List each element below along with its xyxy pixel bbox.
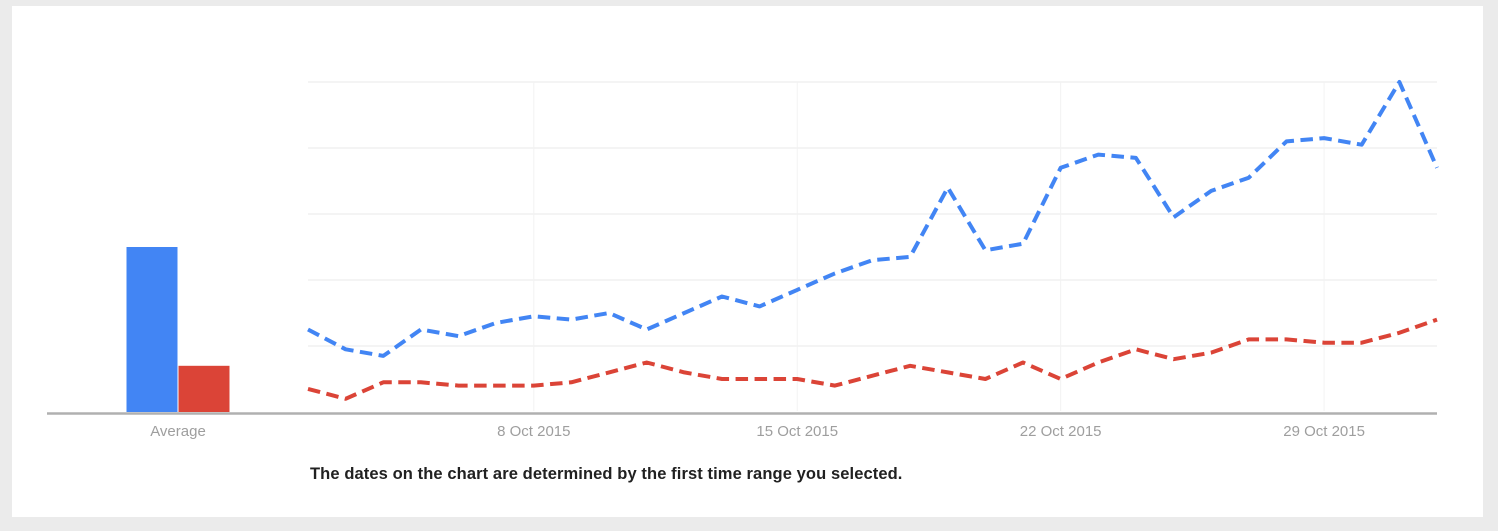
series-red-line (307, 317, 1438, 401)
series-blue-average-bar (126, 247, 178, 412)
series-blue-line (307, 80, 1439, 358)
chart-footnote: The dates on the chart are determined by… (310, 465, 903, 483)
trends-chart-card: Average 8 Oct 2015 15 Oct 2015 22 Oct 2015… (12, 6, 1483, 517)
trend-chart-canvas (47, 80, 1439, 415)
average-axis-label: Average (150, 423, 206, 440)
series-red-average-bar (178, 365, 230, 412)
